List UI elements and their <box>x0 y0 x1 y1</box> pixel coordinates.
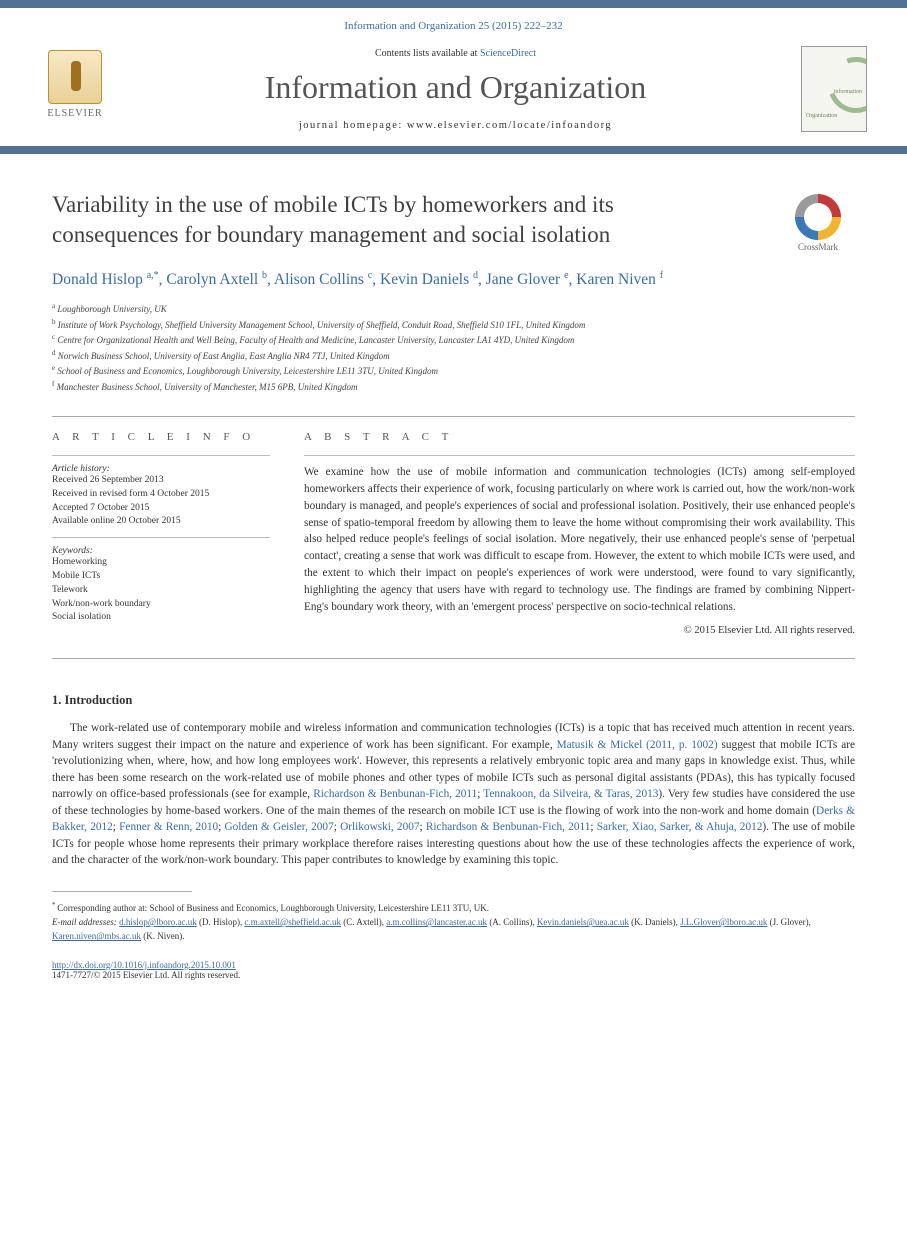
history-line: Received 26 September 2013 <box>52 474 270 488</box>
abstract-copyright: © 2015 Elsevier Ltd. All rights reserved… <box>304 625 855 636</box>
author: Kevin Daniels <box>380 271 469 288</box>
affiliation-line: b Institute of Work Psychology, Sheffiel… <box>52 317 855 333</box>
introduction-paragraph: The work-related use of contemporary mob… <box>52 720 855 868</box>
author: Alison Collins <box>274 271 364 288</box>
article-info-column: A R T I C L E I N F O Article history: R… <box>52 431 270 636</box>
email-link[interactable]: Kevin.daniels@uea.ac.uk <box>537 917 629 927</box>
email-link[interactable]: a.m.collins@lancaster.ac.uk <box>386 917 487 927</box>
keyword-line: Work/non-work boundary <box>52 598 270 612</box>
author-sup: e <box>564 270 568 281</box>
citation-link[interactable]: Fenner & Renn, 2010 <box>119 821 218 833</box>
issn-copyright: 1471-7727/© 2015 Elsevier Ltd. All right… <box>52 970 855 980</box>
journal-reference: Information and Organization 25 (2015) 2… <box>40 20 867 32</box>
author: Donald Hislop <box>52 271 143 288</box>
affiliation-line: d Norwich Business School, University of… <box>52 348 855 364</box>
mini-divider <box>304 455 855 456</box>
sciencedirect-line: Contents lists available at ScienceDirec… <box>110 48 801 59</box>
cover-word-2: Organization <box>806 113 837 119</box>
email-who: (A. Collins) <box>489 917 532 927</box>
sciencedirect-link[interactable]: ScienceDirect <box>480 48 536 59</box>
authors-line: Donald Hislop a,*, Carolyn Axtell b, Ali… <box>52 270 855 289</box>
email-who: (K. Niven) <box>143 931 182 941</box>
email-addresses: E-mail addresses: d.hislop@lboro.ac.uk (… <box>52 915 855 944</box>
title-row: Variability in the use of mobile ICTs by… <box>52 190 855 252</box>
cover-thumbnail: information Organization <box>801 46 867 132</box>
divider <box>52 658 855 659</box>
keywords-label: Keywords: <box>52 546 270 556</box>
keyword-line: Social isolation <box>52 611 270 625</box>
email-who: (J. Glover) <box>770 917 809 927</box>
affiliation-line: c Centre for Organizational Health and W… <box>52 332 855 348</box>
email-link[interactable]: J.L.Glover@lboro.ac.uk <box>680 917 767 927</box>
divider <box>52 416 855 417</box>
abstract-head: A B S T R A C T <box>304 431 855 443</box>
citation-link[interactable]: Sarker, Xiao, Sarker, & Ahuja, 2012 <box>597 821 763 833</box>
email-who: (C. Axtell) <box>343 917 382 927</box>
author-sup: c <box>368 270 372 281</box>
email-who: (D. Hislop) <box>199 917 240 927</box>
info-abstract-row: A R T I C L E I N F O Article history: R… <box>52 431 855 636</box>
affiliation-line: f Manchester Business School, University… <box>52 379 855 395</box>
citation-link[interactable]: Richardson & Benbunan-Fich, 2011 <box>426 821 591 833</box>
corresp-text: Corresponding author at: School of Busin… <box>57 903 489 913</box>
elsevier-text: ELSEVIER <box>47 108 102 119</box>
email-link[interactable]: c.m.axtell@sheffield.ac.uk <box>244 917 341 927</box>
email-who: (K. Daniels) <box>631 917 676 927</box>
journal-header: Information and Organization 25 (2015) 2… <box>0 0 907 154</box>
author: Jane Glover <box>486 271 560 288</box>
corresponding-author: * Corresponding author at: School of Bus… <box>52 900 855 915</box>
elsevier-tree-icon <box>48 50 102 104</box>
author-sup: b <box>262 270 267 281</box>
keyword-line: Mobile ICTs <box>52 570 270 584</box>
cover-word-1: information <box>834 89 862 95</box>
page-content: Variability in the use of mobile ICTs by… <box>0 154 907 1000</box>
mini-divider <box>52 455 270 456</box>
sciencedirect-prefix: Contents lists available at <box>375 48 480 59</box>
journal-title: Information and Organization <box>110 69 801 106</box>
citation-link[interactable]: Tennakoon, da Silveira, & Taras, 2013 <box>483 788 658 800</box>
elsevier-logo: ELSEVIER <box>40 50 110 128</box>
crossmark-icon <box>795 194 841 240</box>
cover-swirl-icon <box>819 48 867 122</box>
abstract-text: We examine how the use of mobile informa… <box>304 464 855 615</box>
email-link[interactable]: Karen.niven@mbs.ac.uk <box>52 931 141 941</box>
article-info-head: A R T I C L E I N F O <box>52 431 270 443</box>
citation-link[interactable]: Richardson & Benbunan-Fich, 2011 <box>313 788 477 800</box>
affiliation-line: e School of Business and Economics, Loug… <box>52 363 855 379</box>
author-sup: d <box>473 270 478 281</box>
email-link[interactable]: d.hislop@lboro.ac.uk <box>119 917 197 927</box>
doi-link[interactable]: http://dx.doi.org/10.1016/j.infoandorg.2… <box>52 960 236 970</box>
author: Karen Niven <box>576 271 656 288</box>
author: Carolyn Axtell <box>166 271 258 288</box>
crossmark-label: CrossMark <box>781 242 855 252</box>
history-line: Received in revised form 4 October 2015 <box>52 488 270 502</box>
author-sup: a,* <box>147 270 159 281</box>
history-line: Accepted 7 October 2015 <box>52 502 270 516</box>
header-center: Contents lists available at ScienceDirec… <box>110 48 801 131</box>
doi-block: http://dx.doi.org/10.1016/j.infoandorg.2… <box>52 960 855 980</box>
history-lines: Received 26 September 2013Received in re… <box>52 474 270 529</box>
author-sup: f <box>660 270 663 281</box>
introduction-head: 1. Introduction <box>52 693 855 708</box>
crossmark-widget[interactable]: CrossMark <box>781 194 855 252</box>
emails-label: E-mail addresses: <box>52 917 119 927</box>
abstract-column: A B S T R A C T We examine how the use o… <box>304 431 855 636</box>
mini-divider <box>52 537 270 538</box>
citation-link[interactable]: Orlikowski, 2007 <box>340 821 419 833</box>
citation-link[interactable]: Matusik & Mickel (2011, p. 1002) <box>557 739 718 751</box>
citation-link[interactable]: Golden & Geisler, 2007 <box>225 821 334 833</box>
keyword-line: Homeworking <box>52 556 270 570</box>
history-label: Article history: <box>52 464 270 474</box>
article-title: Variability in the use of mobile ICTs by… <box>52 190 692 250</box>
journal-homepage: journal homepage: www.elsevier.com/locat… <box>110 120 801 131</box>
header-row: ELSEVIER Contents lists available at Sci… <box>40 46 867 132</box>
affiliation-line: a Loughborough University, UK <box>52 301 855 317</box>
footnote-divider <box>52 891 192 892</box>
affiliations-list: a Loughborough University, UKb Institute… <box>52 301 855 394</box>
history-line: Available online 20 October 2015 <box>52 515 270 529</box>
keywords-lines: HomeworkingMobile ICTsTeleworkWork/non-w… <box>52 556 270 625</box>
keyword-line: Telework <box>52 584 270 598</box>
